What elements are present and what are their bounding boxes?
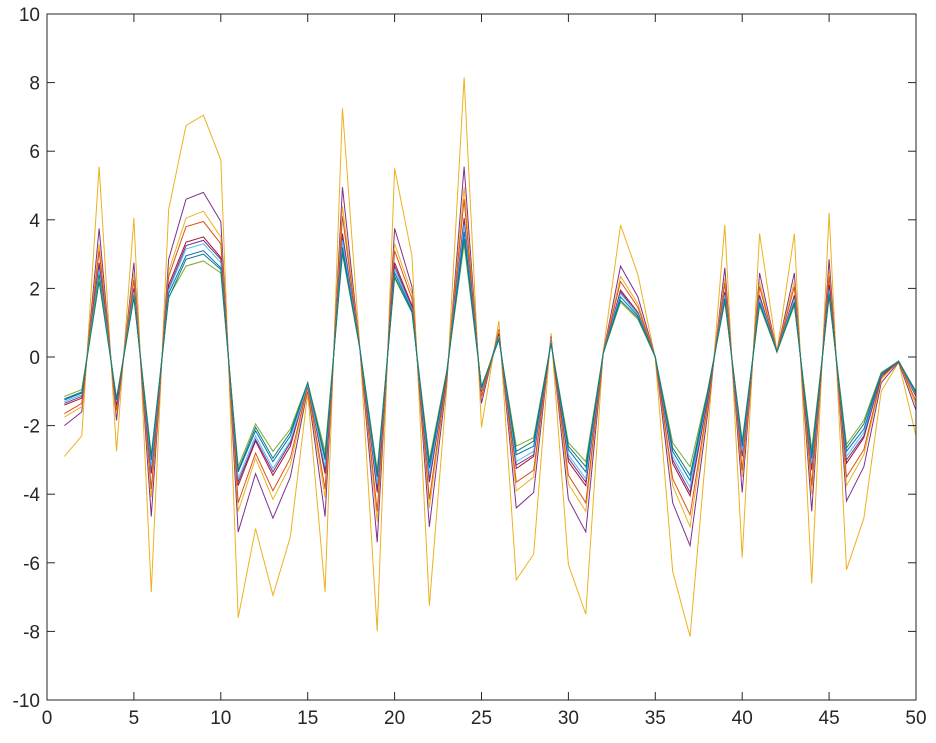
y-tick-label: -8	[23, 622, 40, 643]
y-tick-label: -6	[23, 554, 40, 575]
series-line-10	[64, 238, 917, 477]
y-tick-label: -10	[13, 691, 40, 712]
series-layer	[63, 77, 917, 637]
y-tick-label: 4	[29, 211, 40, 232]
series-line-1	[63, 77, 917, 637]
y-tick-label: 8	[29, 74, 40, 95]
x-tick-label: 35	[645, 708, 666, 729]
x-tick-label: 0	[42, 708, 53, 729]
x-tick-label: 5	[129, 708, 140, 729]
y-tick-label: 2	[29, 279, 40, 300]
x-tick-label: 10	[210, 708, 231, 729]
x-tick-label: 50	[905, 708, 926, 729]
x-tick-label: 45	[819, 708, 840, 729]
x-tick-label: 30	[558, 708, 579, 729]
axes-layer: 0 5 10 15 20 25 30 35 40 45 50 -10 -8 -6 -4 -2 0 2 4 6 8 10	[13, 5, 927, 729]
x-tick-label: 15	[297, 708, 318, 729]
y-tick-label: 6	[29, 142, 40, 163]
plot-area-background	[47, 14, 916, 700]
y-tick-label: 0	[29, 348, 40, 369]
x-tick-label: 40	[732, 708, 753, 729]
x-tick-label: 25	[471, 708, 492, 729]
y-tick-label: -4	[23, 485, 40, 506]
y-tick-label: 10	[19, 5, 40, 26]
x-tick-label: 20	[384, 708, 405, 729]
y-tick-label: -2	[23, 417, 40, 438]
